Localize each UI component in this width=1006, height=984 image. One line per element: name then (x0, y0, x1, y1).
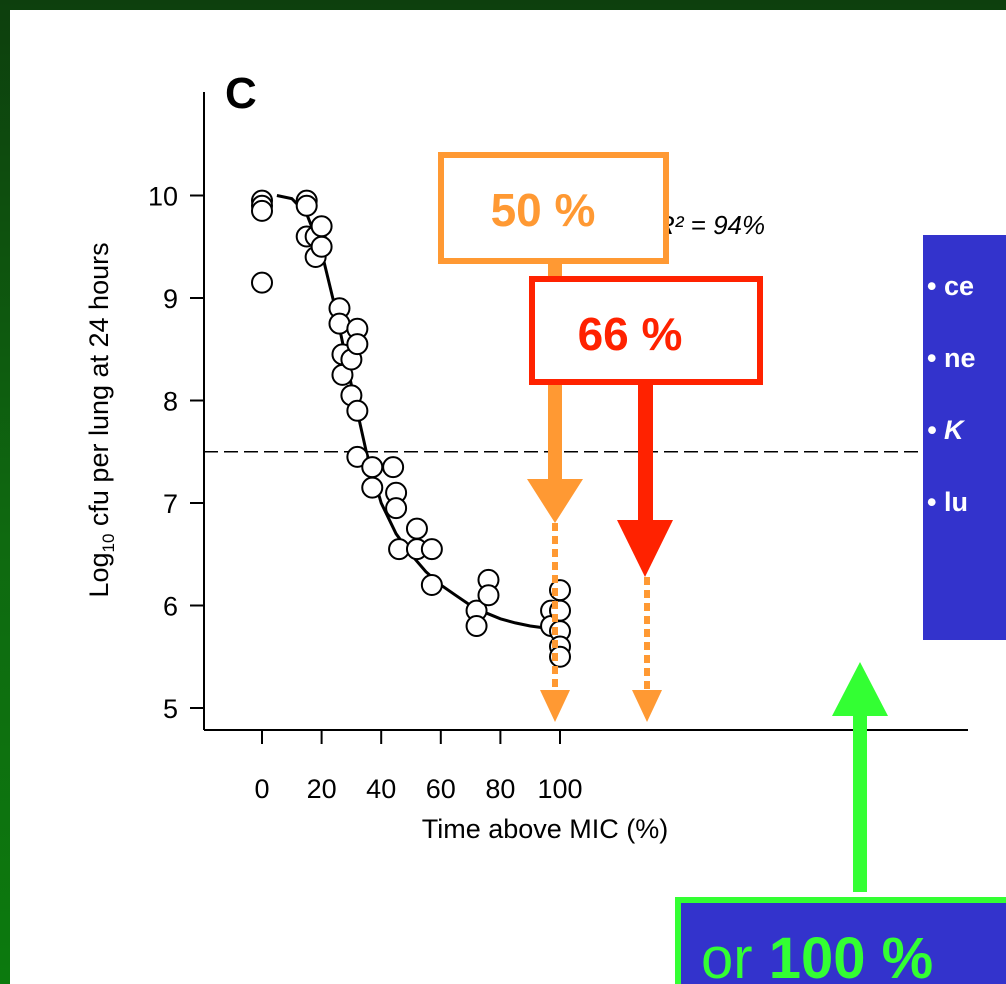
axes-group (190, 92, 968, 744)
data-point-18 (346, 333, 369, 356)
arrow-50-head (527, 479, 583, 523)
x-tick-label-60: 60 (426, 774, 456, 804)
data-point-12 (328, 312, 351, 335)
or-100-prefix: or (701, 926, 753, 984)
data-point-27 (405, 517, 428, 540)
data-point-29 (420, 538, 443, 561)
y-tick-label-6: 6 (163, 592, 178, 622)
x-tick-label-0: 0 (254, 774, 269, 804)
x-tick-label-20: 20 (307, 774, 337, 804)
callout-50-label: 50 % (491, 184, 596, 236)
data-point-2 (251, 199, 273, 222)
data-points-group (251, 189, 571, 668)
x-axis-title: Time above MIC (%) (422, 814, 669, 844)
side-bullet-4: • lu (927, 487, 968, 517)
data-point-32 (465, 615, 488, 637)
x-tick-label-80: 80 (485, 774, 515, 804)
y-tick-label-8: 8 (163, 387, 178, 417)
data-point-23 (382, 456, 405, 479)
y-axis-title-sub: 10 (99, 534, 118, 553)
side-bullet-1: • ce (927, 271, 974, 301)
data-point-9 (310, 215, 333, 238)
x-tick-label-40: 40 (366, 774, 396, 804)
callout-66-label: 66 % (578, 308, 683, 360)
data-point-3 (251, 271, 273, 294)
data-point-30 (420, 574, 443, 596)
data-point-25 (385, 497, 408, 520)
or-100-callout: or 100 % (675, 897, 1006, 984)
arrow-66-shaft (638, 382, 653, 520)
side-bullet-box: • ce • ne • K • lu (923, 235, 1006, 640)
x-tick-label-100: 100 (537, 774, 582, 804)
arrow-66-dotted-head (632, 690, 662, 722)
y-tick-label-7: 7 (163, 489, 178, 519)
data-point-41 (549, 645, 571, 668)
callout-50-box (438, 152, 669, 264)
data-point-5 (295, 194, 318, 217)
r-squared-label: R² = 94% (656, 210, 765, 240)
arrow-100-shaft (853, 712, 867, 892)
side-bullet-3: • K (927, 415, 964, 445)
y-axis-title-prefix: Log (84, 553, 114, 598)
callout-66-box (529, 276, 763, 385)
y-tick-label-5: 5 (163, 694, 178, 724)
data-point-34 (477, 584, 500, 607)
arrow-100-head (832, 662, 888, 716)
or-100-value: 100 % (768, 926, 934, 984)
arrow-50-dotted-head (540, 690, 570, 722)
arrow-66-head (617, 520, 673, 577)
y-tick-label-9: 9 (163, 284, 178, 314)
data-point-19 (346, 399, 369, 422)
data-point-21 (361, 456, 384, 479)
y-axis-title-rest: cfu per lung at 24 hours (84, 242, 114, 533)
side-bullet-2: • ne (927, 343, 976, 373)
y-axis-title: Log10 cfu per lung at 24 hours (84, 242, 118, 597)
data-point-10 (310, 235, 333, 258)
panel-letter: C (225, 69, 257, 118)
or-100-text: or 100 % (701, 925, 933, 984)
y-tick-label-10: 10 (148, 182, 178, 212)
data-point-20 (346, 445, 369, 468)
slide-panel: 5 6 7 8 9 10 0 20 40 60 80 100 C Log10 cfu per lung… (10, 10, 1006, 984)
data-point-22 (361, 476, 384, 499)
